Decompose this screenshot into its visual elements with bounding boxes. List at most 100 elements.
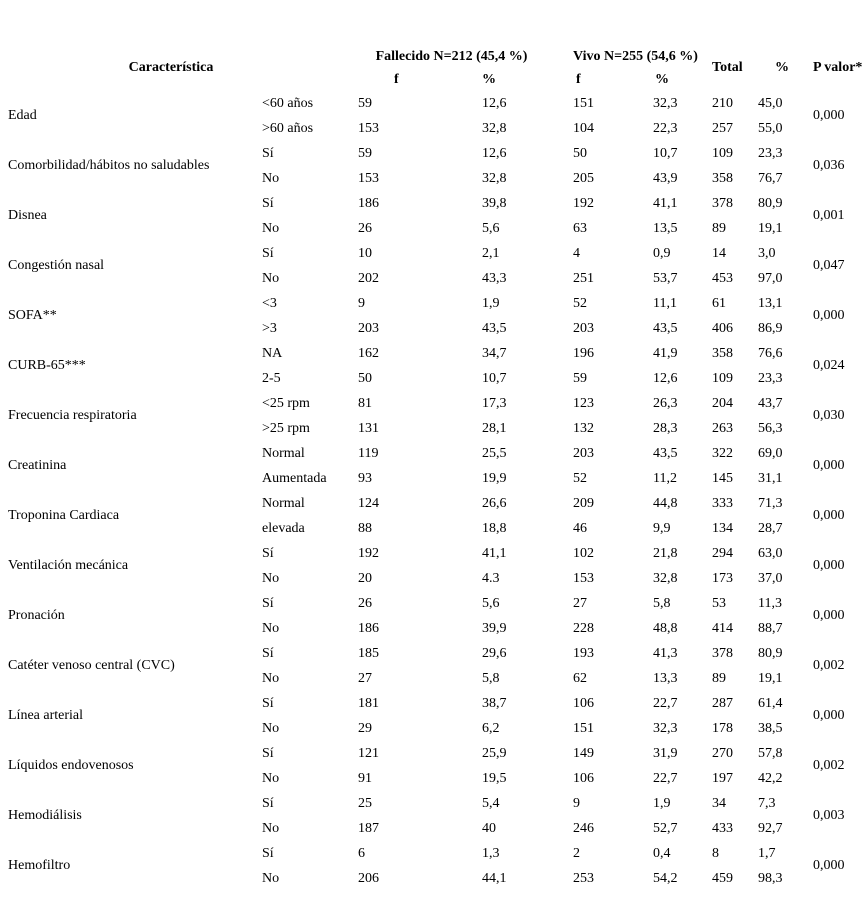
vivo-pct-cell: 41,1 [653, 195, 678, 211]
table-row: No 20 4.3 153 32,8 173 37,0 [0, 566, 868, 591]
category-cell: elevada [262, 520, 305, 536]
fallecido-f-cell: 162 [358, 345, 380, 361]
fallecido-f-cell: 29 [358, 720, 373, 736]
fallecido-f-cell: 186 [358, 620, 380, 636]
vivo-pct-cell: 21,8 [653, 545, 678, 561]
fallecido-f-cell: 27 [358, 670, 373, 686]
total-pct-cell: 42,2 [758, 770, 783, 786]
vivo-pct-cell: 12,6 [653, 370, 678, 386]
fallecido-pct-cell: 26,6 [482, 495, 507, 511]
total-cell: 89 [712, 670, 727, 686]
fallecido-pct-cell: 4.3 [482, 570, 500, 586]
vivo-pct-cell: 11,1 [653, 295, 678, 311]
total-cell: 8 [712, 845, 720, 861]
total-cell: 358 [712, 170, 734, 186]
total-pct-cell: 7,3 [758, 795, 776, 811]
fallecido-pct-cell: 5,6 [482, 220, 500, 236]
fallecido-pct-cell: 2,1 [482, 245, 500, 261]
characteristic-label: Creatinina [8, 458, 67, 473]
vivo-pct-cell: 5,8 [653, 595, 671, 611]
vivo-f-cell: 2 [573, 845, 581, 861]
fallecido-pct-cell: 25,9 [482, 745, 507, 761]
total-pct-cell: 28,7 [758, 520, 783, 536]
p-value-cell: 0,000 [813, 708, 845, 723]
vivo-f-cell: 62 [573, 670, 588, 686]
vivo-f-cell: 246 [573, 820, 595, 836]
total-pct-cell: 55,0 [758, 120, 783, 136]
vivo-f-cell: 106 [573, 695, 595, 711]
vivo-pct-cell: 13,5 [653, 220, 678, 236]
fallecido-pct-cell: 12,6 [482, 95, 507, 111]
fallecido-pct-cell: 28,1 [482, 420, 507, 436]
characteristic-label: Catéter venoso central (CVC) [8, 658, 175, 673]
vivo-pct-cell: 32,8 [653, 570, 678, 586]
vivo-f-cell: 104 [573, 120, 595, 136]
vivo-f-cell: 151 [573, 95, 595, 111]
fallecido-pct-cell: 39,9 [482, 620, 507, 636]
fallecido-f-cell: 50 [358, 370, 373, 386]
fallecido-pct-cell: 29,6 [482, 645, 507, 661]
fallecido-f-cell: 153 [358, 120, 380, 136]
total-pct-cell: 76,6 [758, 345, 783, 361]
vivo-f-cell: 251 [573, 270, 595, 286]
fallecido-f-cell: 124 [358, 495, 380, 511]
total-pct-cell: 63,0 [758, 545, 783, 561]
category-cell: Sí [262, 795, 274, 811]
table-row: >25 rpm 131 28,1 132 28,3 263 56,3 [0, 416, 868, 441]
total-cell: 270 [712, 745, 734, 761]
total-pct-cell: 31,1 [758, 470, 783, 486]
category-cell: Sí [262, 845, 274, 861]
fallecido-pct-cell: 25,5 [482, 445, 507, 461]
table-row: Hemofiltro Sí 6 1,3 2 0,4 8 1,7 0,000 [0, 841, 868, 874]
fallecido-pct-cell: 41,1 [482, 545, 507, 561]
table-row: Congestión nasal Sí 10 2,1 4 0,9 14 3,0 0,047 [0, 241, 868, 274]
total-cell: 358 [712, 345, 734, 361]
vivo-pct-cell: 11,2 [653, 470, 678, 486]
col-header-fallecido-group: Fallecido N=212 (45,4 %) [375, 48, 528, 64]
p-value-cell: 0,002 [813, 658, 845, 673]
p-value-cell: 0,000 [813, 858, 845, 873]
vivo-pct-cell: 32,3 [653, 95, 678, 111]
p-value-cell: 0,030 [813, 408, 845, 423]
vivo-f-cell: 52 [573, 295, 588, 311]
fallecido-f-cell: 131 [358, 420, 380, 436]
p-value-cell: 0,000 [813, 108, 845, 123]
fallecido-f-cell: 20 [358, 570, 373, 586]
characteristics-table: Característica Fallecido N=212 (45,4 %) … [0, 45, 868, 891]
col-header-p-valor: P valor* [813, 60, 863, 75]
fallecido-f-cell: 181 [358, 695, 380, 711]
table-row: Edad <60 años 59 12,6 151 32,3 210 45,0 0,000 [0, 91, 868, 124]
table-row: Disnea Sí 186 39,8 192 41,1 378 80,9 0,001 [0, 191, 868, 224]
table-row: No 29 6,2 151 32,3 178 38,5 [0, 716, 868, 741]
fallecido-f-cell: 59 [358, 95, 373, 111]
total-pct-cell: 11,3 [758, 595, 783, 611]
table-row: Ventilación mecánica Sí 192 41,1 102 21,8 294 6… [0, 541, 868, 574]
table-row: No 153 32,8 205 43,9 358 76,7 [0, 166, 868, 191]
total-pct-cell: 92,7 [758, 820, 783, 836]
fallecido-f-cell: 10 [358, 245, 373, 261]
fallecido-f-cell: 121 [358, 745, 380, 761]
vivo-f-cell: 205 [573, 170, 595, 186]
vivo-f-cell: 253 [573, 870, 595, 886]
table-header: Característica Fallecido N=212 (45,4 %) … [0, 45, 868, 91]
total-cell: 34 [712, 795, 727, 811]
total-cell: 145 [712, 470, 734, 486]
subheader-fallecido-pct: % [482, 71, 497, 87]
characteristic-label: Disnea [8, 208, 47, 223]
category-cell: No [262, 270, 280, 286]
total-cell: 263 [712, 420, 734, 436]
total-pct-cell: 88,7 [758, 620, 783, 636]
table-row: >3 203 43,5 203 43,5 406 86,9 [0, 316, 868, 341]
fallecido-pct-cell: 40 [482, 820, 497, 836]
total-pct-cell: 97,0 [758, 270, 783, 286]
category-cell: <60 años [262, 95, 314, 111]
fallecido-f-cell: 59 [358, 145, 373, 161]
fallecido-f-cell: 26 [358, 220, 373, 236]
p-value-cell: 0,000 [813, 308, 845, 323]
category-cell: Normal [262, 445, 305, 461]
vivo-pct-cell: 41,9 [653, 345, 678, 361]
col-header-vivo-group: Vivo N=255 (54,6 %) [573, 48, 698, 64]
vivo-f-cell: 123 [573, 395, 595, 411]
total-pct-cell: 37,0 [758, 570, 783, 586]
